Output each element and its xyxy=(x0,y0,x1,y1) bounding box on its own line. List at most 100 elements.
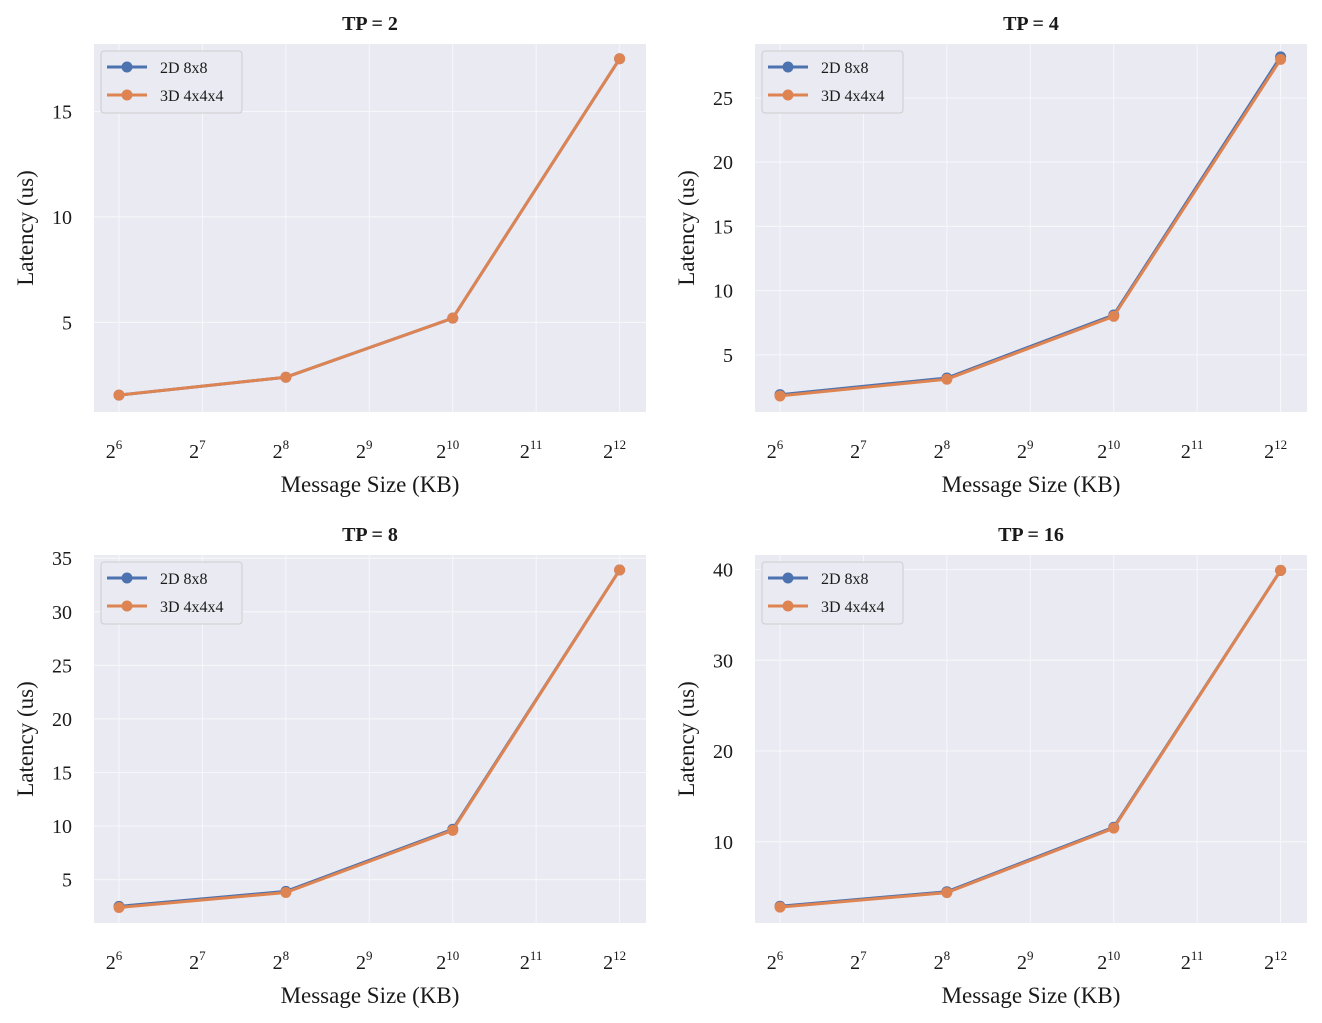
x-tick-exponent: 8 xyxy=(283,437,290,452)
x-tick-base: 2 xyxy=(1097,441,1107,463)
x-tick-exponent: 12 xyxy=(1274,437,1287,452)
x-tick-base: 2 xyxy=(603,441,613,463)
series-line-1 xyxy=(779,569,1282,909)
chart-title: TP = 8 xyxy=(342,524,398,546)
data-point xyxy=(447,824,459,836)
x-tick-exponent: 6 xyxy=(777,437,784,452)
x-tick-exponent: 6 xyxy=(777,948,784,963)
x-tick-label: 26 xyxy=(106,437,123,463)
legend-marker-0 xyxy=(782,61,794,73)
x-tick-label: 28 xyxy=(273,437,290,463)
legend-marker-0 xyxy=(782,572,794,584)
legend-marker-1 xyxy=(782,600,794,612)
x-tick-exponent: 9 xyxy=(366,948,373,963)
x-tick-base: 2 xyxy=(273,441,283,463)
data-point xyxy=(280,371,292,383)
x-tick-label: 212 xyxy=(1264,437,1287,463)
x-tick-label: 29 xyxy=(1017,948,1034,974)
x-tick-base: 2 xyxy=(189,441,199,463)
x-tick-base: 2 xyxy=(1017,441,1027,463)
data-point xyxy=(1275,53,1287,65)
x-tick-base: 2 xyxy=(520,441,530,463)
legend-label: 2D 8x8 xyxy=(160,571,208,588)
data-point xyxy=(614,564,626,576)
series-line-1 xyxy=(779,58,1282,398)
x-tick-base: 2 xyxy=(273,952,283,974)
y-tick-label: 15 xyxy=(713,216,733,238)
data-point xyxy=(113,389,125,401)
x-tick-label: 28 xyxy=(934,948,951,974)
x-tick-label: 29 xyxy=(356,948,373,974)
data-point xyxy=(774,390,786,402)
data-point xyxy=(280,886,292,898)
x-tick-label: 29 xyxy=(1017,437,1034,463)
x-tick-exponent: 6 xyxy=(116,948,123,963)
y-tick-label: 20 xyxy=(52,709,72,731)
data-point xyxy=(113,901,125,913)
x-tick-label: 210 xyxy=(1097,948,1120,974)
x-tick-exponent: 9 xyxy=(1027,437,1034,452)
legend-marker-0 xyxy=(121,61,133,73)
x-tick-base: 2 xyxy=(850,952,860,974)
x-tick-exponent: 11 xyxy=(1191,948,1204,963)
x-tick-label: 211 xyxy=(1181,437,1204,463)
x-tick-base: 2 xyxy=(850,441,860,463)
x-tick-base: 2 xyxy=(1181,441,1191,463)
x-tick-label: 212 xyxy=(603,948,626,974)
series-line-1 xyxy=(118,57,621,397)
x-tick-label: 212 xyxy=(1264,948,1287,974)
x-tick-label: 27 xyxy=(850,437,867,463)
data-point xyxy=(1108,310,1120,322)
x-tick-exponent: 9 xyxy=(1027,948,1034,963)
x-tick-base: 2 xyxy=(767,441,777,463)
y-tick-label: 40 xyxy=(713,560,733,582)
x-axis-label: Message Size (KB) xyxy=(942,472,1121,497)
x-tick-label: 210 xyxy=(436,437,459,463)
y-tick-label: 10 xyxy=(713,832,733,854)
legend: 2D 8x8 3D 4x4x4 xyxy=(100,561,243,625)
y-axis-label: Latency (us) xyxy=(13,681,38,797)
x-tick-base: 2 xyxy=(1264,441,1274,463)
x-tick-base: 2 xyxy=(1264,952,1274,974)
x-tick-exponent: 7 xyxy=(860,948,867,963)
x-axis-label: Message Size (KB) xyxy=(281,472,460,497)
series-line-1 xyxy=(118,569,621,909)
x-tick-exponent: 7 xyxy=(199,948,206,963)
x-tick-base: 2 xyxy=(603,952,613,974)
legend-marker-1 xyxy=(782,89,794,101)
y-tick-label: 25 xyxy=(713,88,733,110)
x-tick-label: 211 xyxy=(520,948,543,974)
data-point xyxy=(941,373,953,385)
x-tick-label: 212 xyxy=(603,437,626,463)
data-point xyxy=(941,887,953,899)
y-tick-label: 10 xyxy=(52,816,72,838)
data-point xyxy=(774,901,786,913)
x-tick-exponent: 7 xyxy=(860,437,867,452)
x-tick-exponent: 10 xyxy=(446,948,459,963)
y-tick-label: 10 xyxy=(52,207,72,229)
x-tick-base: 2 xyxy=(436,441,446,463)
x-tick-exponent: 6 xyxy=(116,437,123,452)
x-tick-exponent: 11 xyxy=(530,437,543,452)
x-tick-exponent: 8 xyxy=(283,948,290,963)
legend: 2D 8x8 3D 4x4x4 xyxy=(100,50,243,114)
legend-label: 3D 4x4x4 xyxy=(821,599,885,616)
y-tick-label: 30 xyxy=(52,602,72,624)
x-tick-base: 2 xyxy=(106,441,116,463)
x-tick-base: 2 xyxy=(356,441,366,463)
x-tick-label: 29 xyxy=(356,437,373,463)
y-tick-label: 15 xyxy=(52,101,72,123)
x-tick-base: 2 xyxy=(934,441,944,463)
y-tick-label: 35 xyxy=(52,548,72,570)
x-tick-base: 2 xyxy=(106,952,116,974)
x-tick-base: 2 xyxy=(1097,952,1107,974)
x-tick-base: 2 xyxy=(436,952,446,974)
x-tick-label: 27 xyxy=(850,948,867,974)
y-tick-label: 30 xyxy=(713,650,733,672)
y-tick-label: 5 xyxy=(723,345,733,367)
y-tick-label: 15 xyxy=(52,762,72,784)
legend-marker-0 xyxy=(121,572,133,584)
